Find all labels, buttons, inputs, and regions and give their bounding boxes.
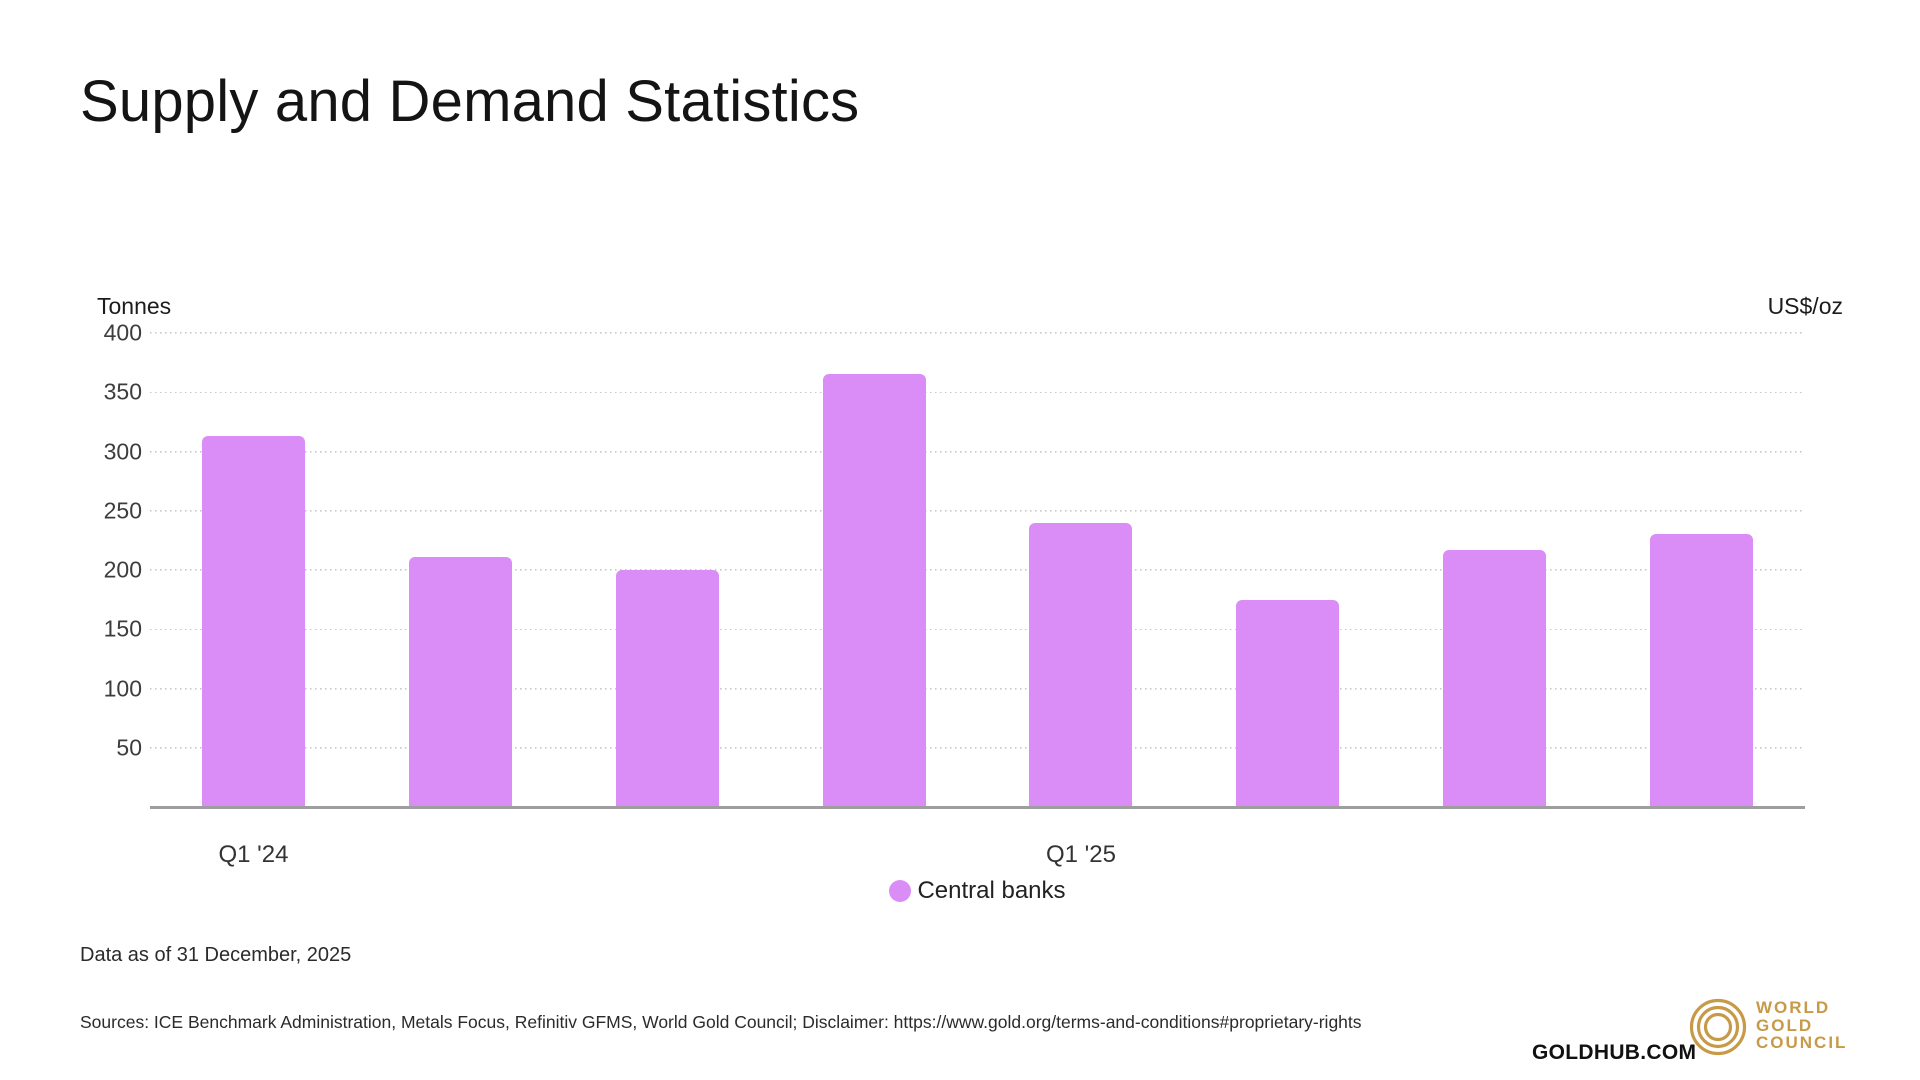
bar-slot [1184,333,1391,807]
bar-slot [357,333,564,807]
gridline [150,450,1805,453]
bar-slot [1391,333,1598,807]
legend-item-central-banks[interactable]: Central banks [889,877,1066,905]
y-axis-tick-label: 50 [116,734,142,761]
y-axis-tick-label: 250 [103,497,142,524]
sources-disclaimer: Sources: ICE Benchmark Administration, M… [80,1012,1362,1032]
y-axis-tick-label: 150 [103,615,142,642]
logo-line-council: COUNCIL [1756,1033,1848,1052]
bar-slot: Q1 '24 [150,333,357,868]
bar-q3-24[interactable] [615,570,719,807]
y-axis-tick-label: 100 [103,675,142,701]
logo-line-gold: GOLD [1756,1015,1814,1035]
plot-area: 50 100 150 200 250 300 350 400 Q1 '24 Q1 '25 [104,321,1805,868]
bar-q1-24[interactable] [201,436,305,807]
bar-q2-25[interactable] [1236,599,1340,807]
legend: Central banks [150,876,1805,906]
x-axis-line [150,806,1805,809]
gridline [150,746,1805,749]
chart-title: Supply and Demand Statistics [80,69,860,134]
legend-label: Central banks [917,877,1066,904]
left-axis-unit-label: Tonnes [97,293,172,319]
x-axis-tick-label: Q1 '24 [218,841,289,868]
gridline [150,628,1805,631]
bar-slot [1598,333,1805,807]
world-gold-council-logo-icon [1689,998,1747,1056]
bar-q1-25[interactable] [1029,522,1133,807]
bar-q2-24[interactable] [408,556,512,807]
x-axis-tick-label: Q1 '25 [1045,841,1116,868]
gridline [150,509,1805,512]
gridline [150,332,1805,334]
bar-slot [771,333,978,807]
y-axis-tick-label: 200 [103,556,142,583]
goldhub-wordmark: GOLDHUB.COM [1532,1041,1697,1064]
y-axis-tick-label: 350 [103,378,142,405]
data-as-of-note: Data as of 31 December, 2025 [80,944,352,966]
legend-marker-icon [889,880,912,902]
gridline [150,569,1805,571]
bar-q4-24[interactable] [822,374,926,807]
right-axis-unit-label: US$/oz [1767,293,1843,319]
logo-line-world: WORLD [1756,998,1831,1017]
bars: Q1 '24 Q1 '25 [150,333,1805,868]
world-gold-council-wordmark: WORLD GOLD COUNCIL [1756,999,1847,1052]
bar-slot: Q1 '25 [978,333,1185,868]
bar-slot [564,333,771,807]
gridline [150,687,1805,690]
bar-q4-25[interactable] [1650,534,1754,807]
y-axis-tick-label: 400 [103,319,142,346]
bar-q3-25[interactable] [1443,549,1547,807]
y-axis-tick-label: 300 [103,438,142,464]
gridline [150,391,1805,394]
